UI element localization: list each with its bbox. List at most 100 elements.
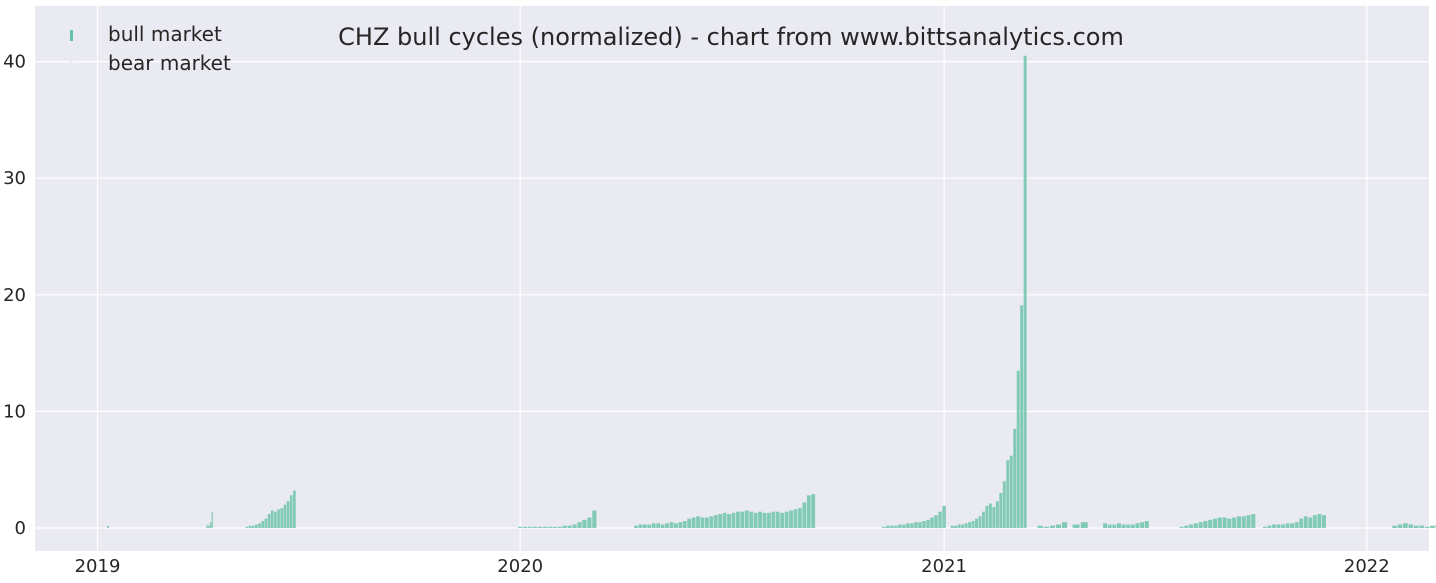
bull-market-bar: [1241, 516, 1246, 528]
bull-market-bar: [1203, 521, 1208, 528]
bull-market-bar: [1126, 524, 1131, 528]
bull-market-bar: [736, 511, 740, 528]
y-tick-label: 30: [3, 168, 26, 189]
bull-market-bar: [934, 515, 938, 528]
bull-market-bar: [211, 511, 213, 528]
bull-market-bar: [587, 517, 592, 528]
bull-market-bar: [270, 510, 274, 528]
bull-market-bar: [1419, 525, 1424, 528]
bull-market-bar: [518, 526, 523, 528]
bull-market-bar: [1121, 524, 1126, 528]
bull-market-bar: [1232, 517, 1237, 528]
bull-market-bar: [806, 495, 811, 528]
bull-market-bar: [988, 503, 992, 528]
bull-market-bar: [914, 522, 918, 528]
bull-market-bar: [898, 524, 902, 528]
bull-market-bar: [557, 526, 562, 528]
bull-market-bar: [930, 517, 934, 528]
bull-market-bar: [1312, 515, 1317, 528]
bull-market-bar: [1246, 515, 1251, 528]
bull-market-bar: [1023, 55, 1027, 529]
bull-market-bar: [1198, 522, 1203, 528]
bull-market-bar: [1262, 526, 1267, 528]
bull-market-bar: [906, 523, 910, 528]
bull-market-bar: [749, 511, 754, 528]
y-tick-label: 0: [15, 518, 26, 539]
bull-market-bar: [926, 519, 930, 528]
bull-market-bar: [1043, 526, 1049, 528]
bull-market-bar: [523, 526, 528, 528]
bull-market-bar: [1049, 525, 1055, 528]
bull-market-bar: [582, 519, 587, 528]
bull-market-bar: [890, 525, 894, 528]
bull-market-bar: [1236, 516, 1241, 528]
bull-market-bar: [651, 523, 656, 528]
bull-market-bar: [999, 493, 1003, 528]
bull-market-bar: [660, 524, 665, 528]
bull-market-bar: [1397, 524, 1403, 528]
legend-bear-swatch: [70, 61, 73, 62]
bull-market-bar: [767, 512, 771, 528]
bull-market-bar: [922, 521, 926, 528]
bull-market-bar: [1112, 524, 1117, 528]
bull-market-bar: [910, 523, 914, 528]
bull-market-bar: [894, 525, 898, 528]
bull-market-bar: [957, 524, 961, 528]
bull-market-bar: [691, 517, 696, 528]
bull-market-bar: [527, 526, 533, 528]
bull-market-bar: [942, 505, 946, 528]
legend-bull-swatch: [70, 30, 73, 41]
y-tick-label: 40: [3, 52, 26, 73]
legend-bull-label: bull market: [108, 22, 222, 46]
bull-market-bar: [775, 511, 780, 528]
bull-market-bar: [918, 522, 922, 528]
bull-market-bar: [1272, 524, 1276, 528]
bull-market-bar: [1193, 523, 1198, 528]
bull-market-bar: [205, 526, 207, 528]
bull-market-bar: [669, 522, 674, 528]
bull-market-bar: [1002, 481, 1006, 528]
bull-market-bar: [1413, 525, 1419, 528]
bull-market-bar: [1016, 370, 1020, 528]
bull-market-bar: [258, 523, 261, 528]
bull-market-bar: [1072, 524, 1080, 528]
bull-market-bar: [280, 508, 284, 528]
bull-market-bar: [1055, 524, 1062, 528]
bull-market-bar: [727, 514, 731, 528]
bull-market-bar: [1080, 522, 1088, 528]
bull-market-bar: [1403, 523, 1408, 528]
bull-market-bar: [789, 510, 793, 528]
bull-market-bar: [643, 524, 647, 528]
bull-market-bar: [762, 512, 767, 528]
bull-market-bar: [267, 514, 271, 528]
bull-market-bar: [978, 516, 982, 528]
bull-market-bar: [207, 524, 209, 528]
bull-market-bar: [753, 512, 758, 528]
bull-market-bar: [709, 516, 714, 528]
bull-market-bar: [248, 525, 252, 528]
bull-market-bar: [1222, 517, 1227, 528]
bull-market-bar: [992, 507, 996, 528]
x-tick-label: 2021: [921, 556, 967, 577]
bull-market-bar: [638, 524, 643, 528]
bull-market-bar: [771, 511, 776, 528]
bull-market-bar: [1208, 519, 1213, 528]
plot-area: [35, 6, 1429, 551]
bull-market-bar: [678, 522, 683, 528]
bull-market-bar: [793, 509, 798, 528]
bull-market-bar: [208, 525, 210, 528]
bull-market-bar: [700, 517, 705, 528]
bull-market-bar: [634, 525, 638, 528]
x-tick-label: 2019: [75, 556, 121, 577]
bull-market-bar: [1281, 524, 1285, 528]
bull-market-bar: [537, 526, 543, 528]
bull-market-bar: [780, 512, 785, 528]
bull-market-bar: [1140, 522, 1145, 528]
bull-market-bar: [1189, 524, 1194, 528]
bull-market-bar: [567, 525, 572, 528]
bull-market-bar: [1285, 523, 1290, 528]
bull-market-bar: [1212, 518, 1218, 528]
bull-market-bars: [107, 55, 1436, 529]
bull-market-bar: [1061, 522, 1068, 528]
bull-market-bar: [542, 526, 548, 528]
